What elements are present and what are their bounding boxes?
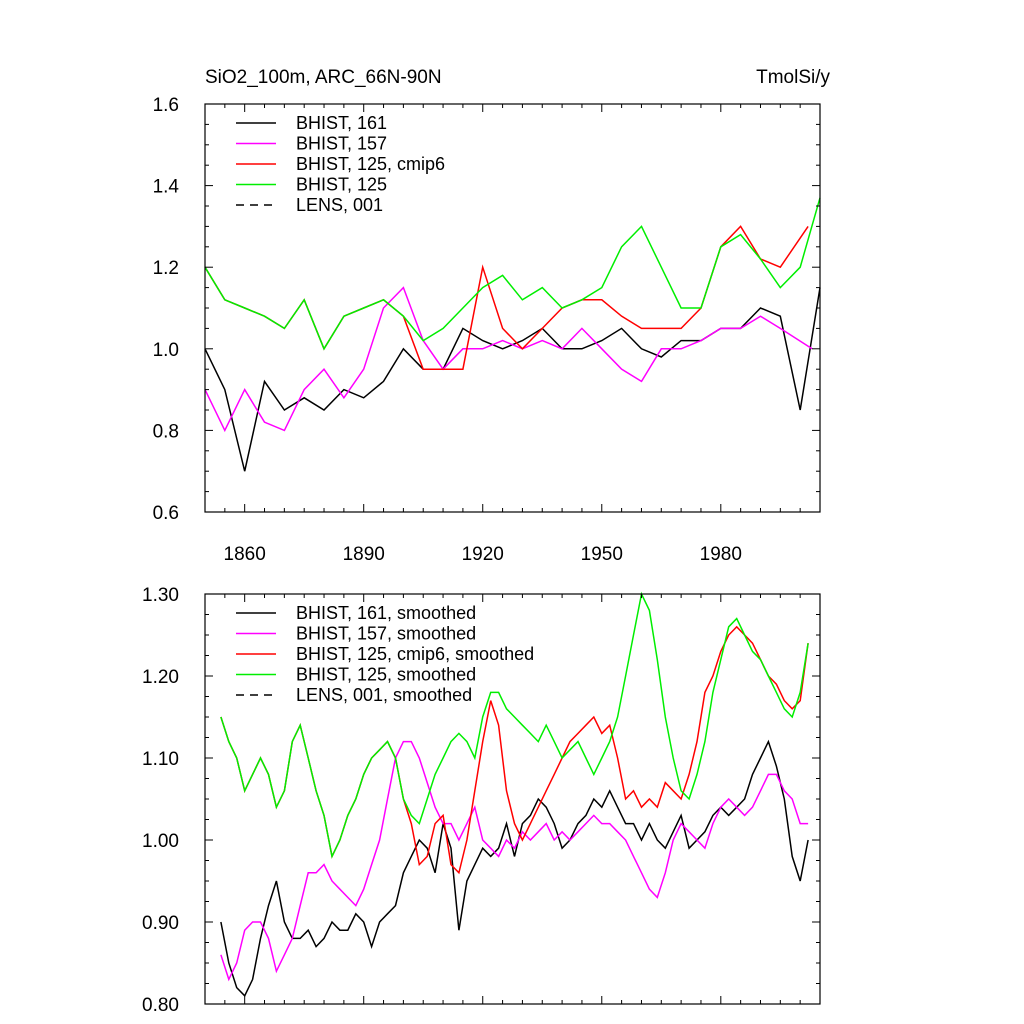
legend-label: BHIST, 125, cmip6, smoothed <box>296 644 534 664</box>
legend-label: BHIST, 125 <box>296 175 387 195</box>
y-tick-label: 0.6 <box>153 503 179 524</box>
x-tick-label: 1860 <box>224 544 266 565</box>
y-tick-label: 1.30 <box>142 585 179 606</box>
top-axis-ticks: 0.6 0.8 1.0 1.2 1.4 1.6 1860 1890 1920 1950 1980 <box>153 95 820 565</box>
top-panel-units: TmolSi/y <box>756 67 830 88</box>
y-tick-label: 1.10 <box>142 749 179 770</box>
y-tick-label: 1.2 <box>153 258 179 279</box>
x-tick-label: 1950 <box>581 544 623 565</box>
top-panel: SiO2_100m, ARC_66N-90N TmolSi/y 0.6 0.8 1.… <box>153 67 831 565</box>
y-tick-label: 1.4 <box>153 177 180 198</box>
bottom-panel: 0.80 0.90 1.00 1.10 1.20 1.30 BHIST, 161, smo… <box>142 585 821 1016</box>
top-panel-title: SiO2_100m, ARC_66N-90N <box>205 67 442 88</box>
legend-label: BHIST, 125, cmip6 <box>296 154 445 174</box>
series-line-bottom-1 <box>220 740 809 982</box>
bottom-axis-ticks: 0.80 0.90 1.00 1.10 1.20 1.30 <box>142 585 820 1016</box>
series-line-bottom-3 <box>220 591 809 859</box>
series-line-bottom-0 <box>220 739 809 998</box>
legend-label: BHIST, 125, smoothed <box>296 665 476 685</box>
bottom-plot-area <box>220 591 809 998</box>
x-tick-label: 1980 <box>700 544 742 565</box>
y-tick-label: 0.8 <box>153 421 179 442</box>
y-tick-label: 1.00 <box>142 831 179 852</box>
legend-label: BHIST, 161, smoothed <box>296 603 476 623</box>
y-tick-label: 1.6 <box>153 95 179 116</box>
series-line-top-0 <box>204 287 821 472</box>
legend-label: LENS, 001, smoothed <box>296 685 472 705</box>
series-line-top-3 <box>204 197 821 351</box>
x-tick-label: 1920 <box>462 544 504 565</box>
y-tick-label: 1.0 <box>153 340 179 361</box>
y-tick-label: 1.20 <box>142 667 179 688</box>
y-tick-label: 0.80 <box>142 995 179 1016</box>
x-tick-label: 1890 <box>343 544 385 565</box>
series-line-top-1 <box>204 286 813 433</box>
legend-label: BHIST, 157 <box>296 134 387 154</box>
y-tick-label: 0.90 <box>142 913 179 934</box>
legend-label: BHIST, 161 <box>296 113 387 133</box>
legend-label: BHIST, 157, smoothed <box>296 624 476 644</box>
legend-label: LENS, 001 <box>296 195 383 215</box>
top-plot-area <box>204 197 821 472</box>
